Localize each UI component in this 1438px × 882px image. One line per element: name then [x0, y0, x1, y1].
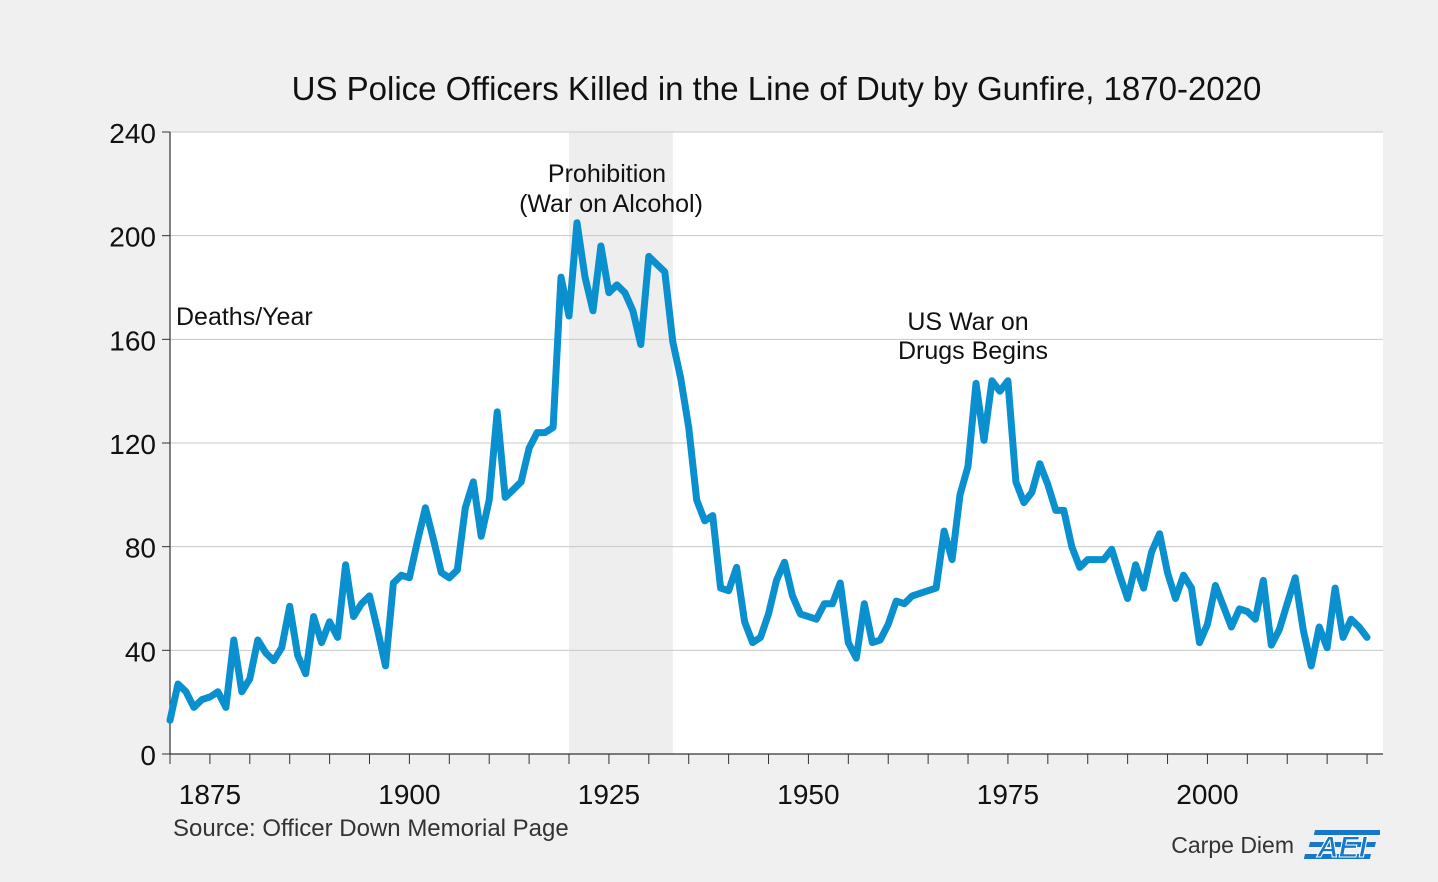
brand-text: Carpe Diem	[1171, 831, 1294, 858]
y-tick-label: 120	[109, 429, 156, 460]
x-tick-label: 1925	[578, 779, 640, 810]
x-tick-label: 1875	[179, 779, 241, 810]
y-tick-label: 0	[140, 740, 156, 771]
x-tick-label: 1950	[777, 779, 839, 810]
series-line-deaths	[166, 219, 1371, 724]
annotation-drugs-line2: Drugs Begins	[898, 337, 1048, 365]
brand-credit: Carpe Diem AEI	[1171, 826, 1380, 864]
x-tick-label: 2000	[1176, 779, 1238, 810]
x-tick-label: 1900	[378, 779, 440, 810]
y-tick-label: 80	[125, 533, 156, 564]
y-axis-label: Deaths/Year	[176, 303, 313, 331]
aei-logo-text: AEI	[1316, 831, 1368, 864]
annotation-drugs-line1: US War on	[907, 308, 1028, 336]
annotation-prohibition-line2: (War on Alcohol)	[519, 190, 703, 218]
chart-title: US Police Officers Killed in the Line of…	[291, 70, 1262, 107]
aei-logo: AEI	[1303, 830, 1380, 864]
x-tick-label: 1975	[977, 779, 1039, 810]
source-note: Source: Officer Down Memorial Page	[173, 815, 569, 842]
y-tick-label: 160	[109, 325, 156, 356]
y-tick-label: 40	[125, 636, 156, 667]
y-tick-label: 200	[109, 222, 156, 253]
annotation-prohibition-line1: Prohibition	[548, 160, 666, 188]
y-tick-label: 240	[109, 118, 156, 149]
